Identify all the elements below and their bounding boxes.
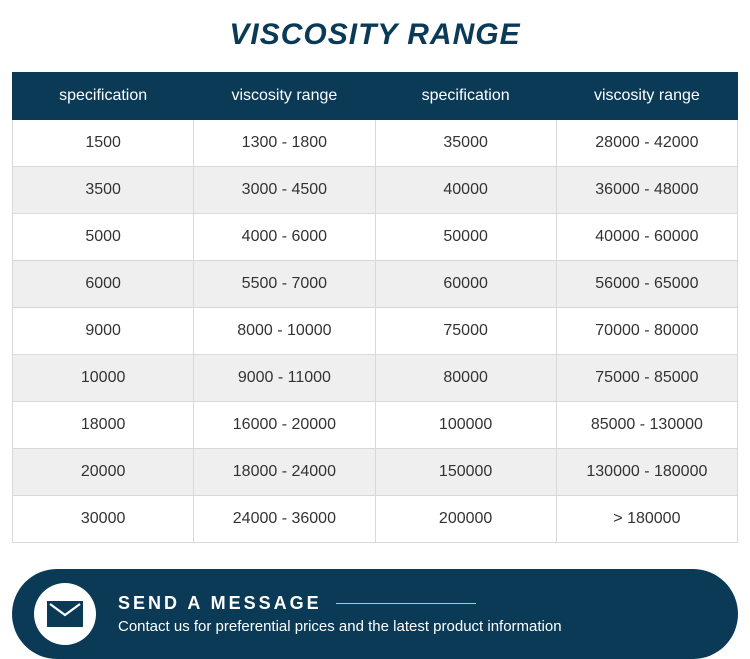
table-cell: 100000 <box>375 402 556 449</box>
cta-subtitle: Contact us for preferential prices and t… <box>118 618 716 635</box>
table-cell: > 180000 <box>556 496 737 543</box>
table-cell: 1300 - 1800 <box>194 120 375 167</box>
viscosity-table-wrap: specification viscosity range specificat… <box>0 72 750 543</box>
table-cell: 3000 - 4500 <box>194 167 375 214</box>
table-row: 2000018000 - 24000150000130000 - 180000 <box>13 449 738 496</box>
table-cell: 70000 - 80000 <box>556 308 737 355</box>
mail-icon-circle <box>34 583 96 645</box>
page-title: VISCOSITY RANGE <box>0 0 750 72</box>
table-row: 35003000 - 45004000036000 - 48000 <box>13 167 738 214</box>
table-body: 15001300 - 18003500028000 - 420003500300… <box>13 120 738 543</box>
table-cell: 24000 - 36000 <box>194 496 375 543</box>
table-cell: 30000 <box>13 496 194 543</box>
table-cell: 50000 <box>375 214 556 261</box>
table-cell: 5000 <box>13 214 194 261</box>
viscosity-table: specification viscosity range specificat… <box>12 72 738 543</box>
table-cell: 40000 - 60000 <box>556 214 737 261</box>
table-cell: 3500 <box>13 167 194 214</box>
table-cell: 60000 <box>375 261 556 308</box>
table-header-row: specification viscosity range specificat… <box>13 73 738 120</box>
table-cell: 4000 - 6000 <box>194 214 375 261</box>
col-header: viscosity range <box>194 73 375 120</box>
mail-icon <box>47 601 83 627</box>
table-cell: 75000 - 85000 <box>556 355 737 402</box>
cta-text-block: SEND A MESSAGE Contact us for preferenti… <box>118 593 716 635</box>
table-row: 1800016000 - 2000010000085000 - 130000 <box>13 402 738 449</box>
table-cell: 8000 - 10000 <box>194 308 375 355</box>
table-row: 15001300 - 18003500028000 - 42000 <box>13 120 738 167</box>
cta-title: SEND A MESSAGE <box>118 593 322 614</box>
table-cell: 85000 - 130000 <box>556 402 737 449</box>
table-cell: 18000 <box>13 402 194 449</box>
table-cell: 1500 <box>13 120 194 167</box>
table-cell: 16000 - 20000 <box>194 402 375 449</box>
table-cell: 56000 - 65000 <box>556 261 737 308</box>
table-cell: 18000 - 24000 <box>194 449 375 496</box>
col-header: specification <box>375 73 556 120</box>
table-row: 60005500 - 70006000056000 - 65000 <box>13 261 738 308</box>
table-cell: 5500 - 7000 <box>194 261 375 308</box>
col-header: viscosity range <box>556 73 737 120</box>
table-cell: 6000 <box>13 261 194 308</box>
table-cell: 9000 - 11000 <box>194 355 375 402</box>
table-row: 100009000 - 110008000075000 - 85000 <box>13 355 738 402</box>
send-message-bar[interactable]: SEND A MESSAGE Contact us for preferenti… <box>12 569 738 659</box>
table-cell: 75000 <box>375 308 556 355</box>
table-cell: 130000 - 180000 <box>556 449 737 496</box>
table-row: 3000024000 - 36000200000> 180000 <box>13 496 738 543</box>
table-cell: 35000 <box>375 120 556 167</box>
cta-title-row: SEND A MESSAGE <box>118 593 716 614</box>
table-cell: 80000 <box>375 355 556 402</box>
table-cell: 40000 <box>375 167 556 214</box>
table-cell: 150000 <box>375 449 556 496</box>
table-row: 50004000 - 60005000040000 - 60000 <box>13 214 738 261</box>
table-row: 90008000 - 100007500070000 - 80000 <box>13 308 738 355</box>
table-cell: 200000 <box>375 496 556 543</box>
cta-divider-line <box>336 603 476 604</box>
table-cell: 36000 - 48000 <box>556 167 737 214</box>
table-cell: 28000 - 42000 <box>556 120 737 167</box>
table-cell: 9000 <box>13 308 194 355</box>
table-cell: 20000 <box>13 449 194 496</box>
table-cell: 10000 <box>13 355 194 402</box>
col-header: specification <box>13 73 194 120</box>
